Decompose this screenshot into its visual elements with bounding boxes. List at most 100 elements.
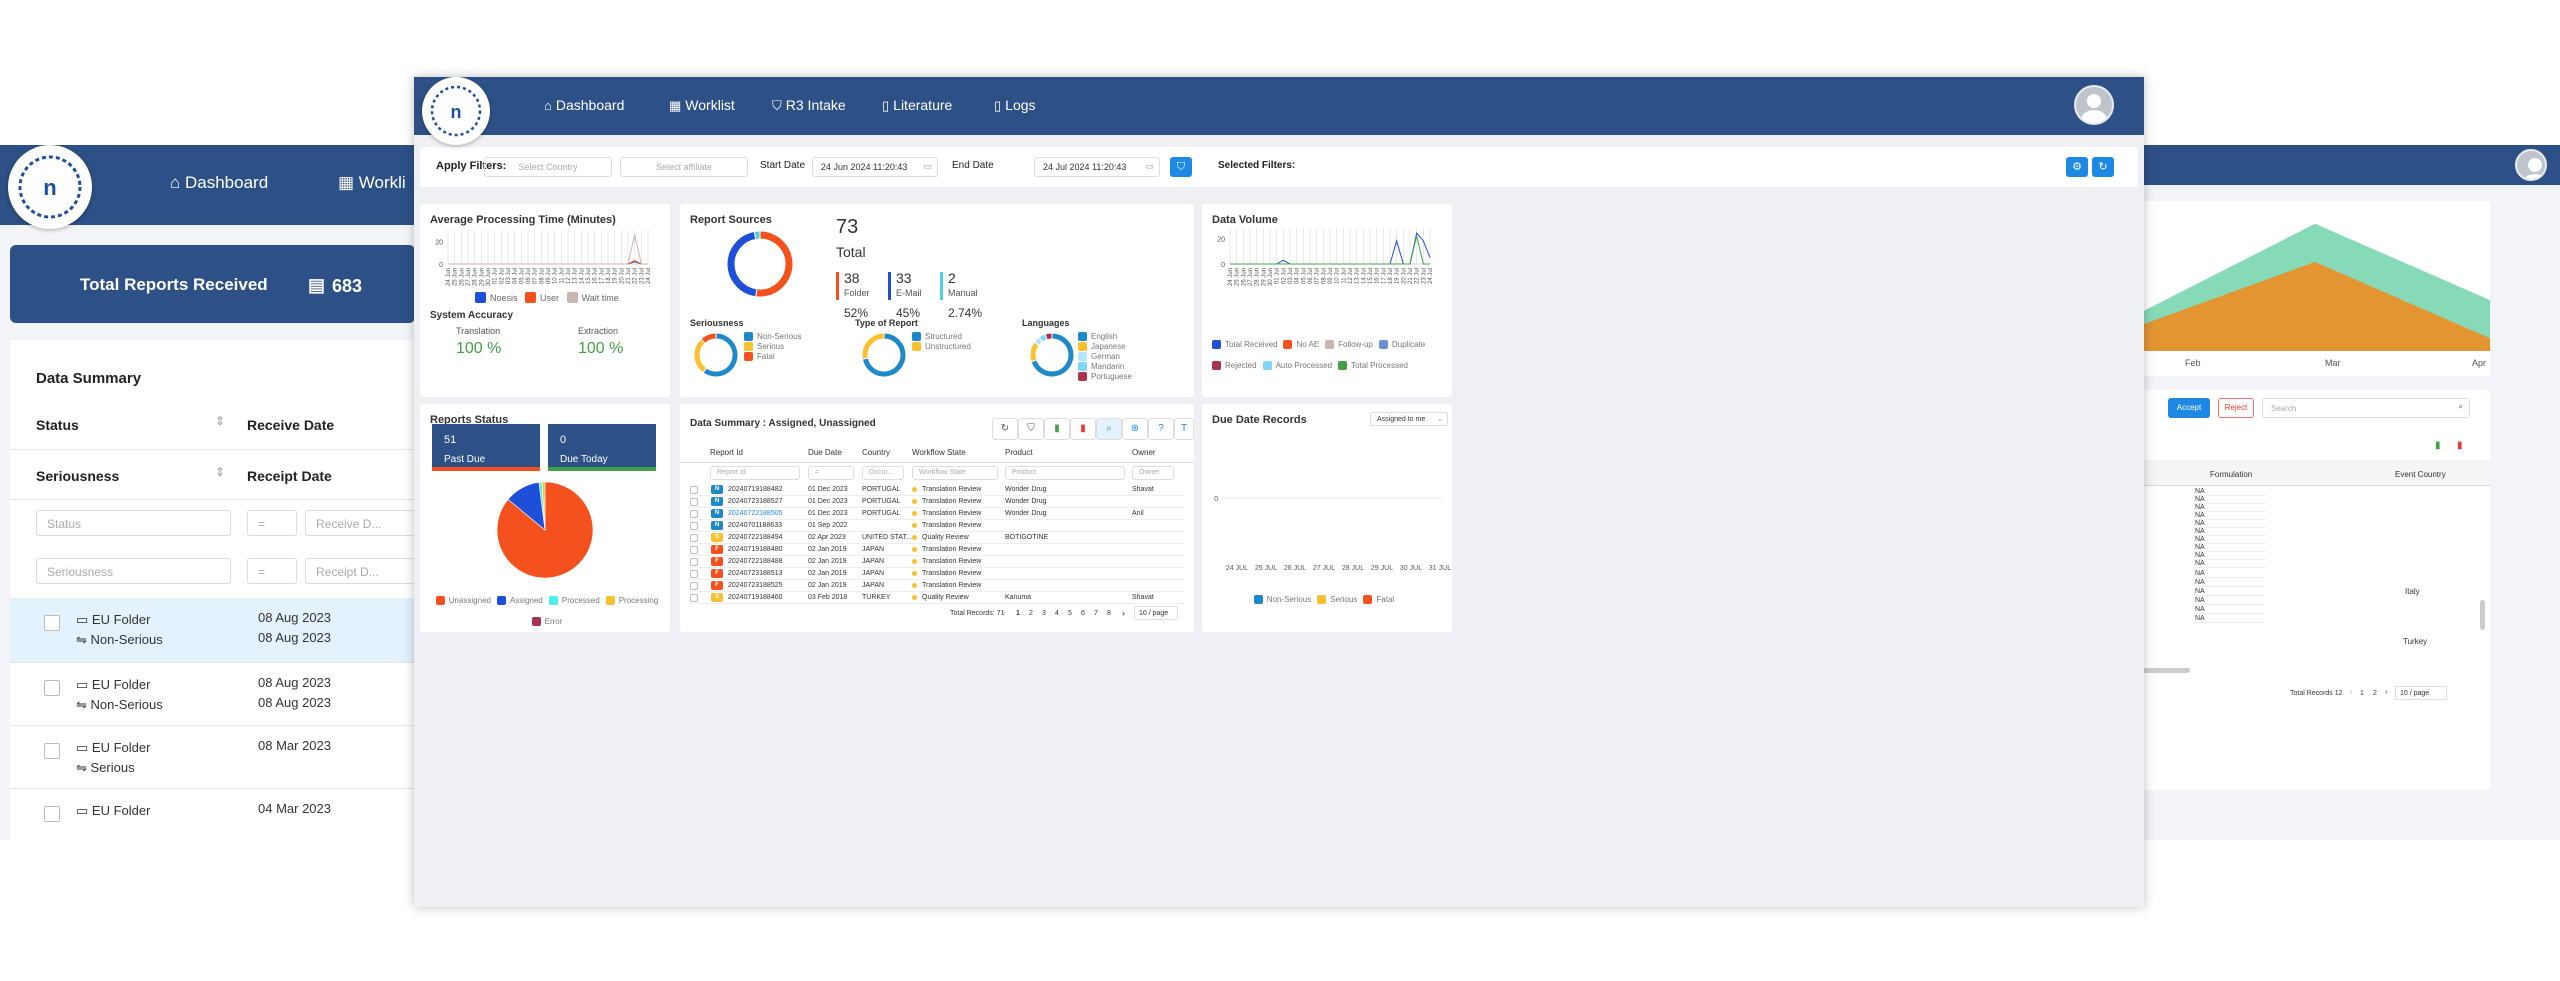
seriousness-filter-input[interactable]: Seriousness (36, 558, 231, 584)
report-id[interactable]: 20240719188460 (728, 594, 783, 601)
page-6[interactable]: 6 (1081, 610, 1085, 617)
table-row[interactable]: N 20240719188482 01 Dec 2023 PORTUGAL Transl… (690, 484, 1184, 496)
nav-dashboard[interactable]: ⌂ Dashboard (544, 97, 625, 113)
legend-english[interactable]: English (1078, 332, 1168, 341)
row-checkbox[interactable] (44, 615, 60, 631)
search-input[interactable]: Search ⌕ (2262, 398, 2470, 418)
column-receive-date[interactable]: Receive Date (247, 417, 335, 433)
column-receipt-date[interactable]: Receipt Date (247, 468, 332, 484)
table-row[interactable]: S 20240719188460 03 Feb 2018 TURKEY Quality … (690, 592, 1184, 604)
excel-export-button[interactable]: ▮ (1044, 418, 1070, 440)
legend-serious[interactable]: Serious (744, 342, 824, 351)
vertical-scrollbar[interactable] (2480, 600, 2485, 630)
nav-literature[interactable]: ▯ Literature (882, 97, 953, 113)
nav-worklist[interactable]: ▦ Worklist (669, 97, 735, 113)
legend-portuguese[interactable]: Portuguese (1078, 372, 1168, 381)
horizontal-scrollbar[interactable] (2140, 668, 2190, 673)
product-filter[interactable]: Product (1005, 466, 1125, 480)
help-button[interactable]: ? (1148, 418, 1174, 440)
row-checkbox[interactable] (690, 558, 698, 566)
report-id[interactable]: 20240723188513 (728, 570, 783, 577)
slice-manual[interactable] (753, 230, 761, 240)
slice-unstructured[interactable] (861, 332, 885, 360)
table-row[interactable]: F 20240722188488 02 Jan 2019 JAPAN Translati… (690, 556, 1184, 568)
settings-button[interactable]: ⚙ (2066, 157, 2088, 177)
receipt-date-filter[interactable]: Receipt D... (305, 558, 415, 584)
end-date-input[interactable]: 24 Jul 2024 11:20:43 ▭ (1034, 157, 1160, 177)
series-line-total-processed[interactable] (1230, 235, 1430, 265)
due-date-filter[interactable]: = (808, 466, 854, 480)
legend-german[interactable]: German (1078, 352, 1168, 361)
column-country[interactable]: Country (862, 448, 891, 457)
report-id[interactable]: 20240722188505 (728, 510, 783, 517)
series-line-wait-time[interactable] (448, 234, 648, 265)
row-checkbox[interactable] (690, 486, 698, 494)
legend-mandarin[interactable]: Mandarin (1078, 362, 1168, 371)
slice-serious[interactable] (693, 338, 708, 374)
page-2[interactable]: 2 (2373, 690, 2377, 697)
owner-filter[interactable]: Owner (1132, 466, 1174, 480)
table-row[interactable]: F 20240723188513 02 Jan 2019 JAPAN Translati… (690, 568, 1184, 580)
receive-op-select[interactable]: = (247, 510, 297, 536)
legend-processed[interactable]: Processed (548, 596, 600, 605)
reject-button[interactable]: Reject (2218, 398, 2254, 418)
per-page-select[interactable]: 10 / page (1134, 606, 1178, 620)
table-row[interactable]: ▭ EU Folder ⇋ Non-Serious 08 Aug 2023 08… (10, 598, 415, 663)
excel-export-icon[interactable]: ▮ (2435, 440, 2441, 451)
row-checkbox[interactable] (690, 522, 698, 530)
legend-fatal[interactable]: Fatal (1363, 595, 1394, 604)
legend-error[interactable]: Error (531, 617, 562, 626)
refresh-button[interactable]: ↻ (992, 418, 1018, 440)
start-date-input[interactable]: 24 Jun 2024 11:20:43 ▭ (812, 157, 938, 177)
slice-folder[interactable] (755, 230, 794, 298)
slice-fatal[interactable] (700, 332, 717, 345)
column-due-date[interactable]: Due Date (808, 448, 842, 457)
next-page[interactable]: › (2385, 689, 2388, 696)
report-id[interactable]: 20240722188494 (728, 534, 783, 541)
filter-button[interactable]: ⛉ (1018, 418, 1044, 440)
row-checkbox[interactable] (690, 534, 698, 542)
page-1[interactable]: 1 (2360, 690, 2364, 697)
apply-filter-button[interactable]: ⛉ (1170, 157, 1192, 177)
page-7[interactable]: 7 (1094, 610, 1098, 617)
nav-logs[interactable]: ▯ Logs (994, 97, 1036, 113)
legend-no-ae[interactable]: No AE (1283, 340, 1319, 349)
legend-fatal[interactable]: Fatal (744, 352, 824, 361)
table-row[interactable]: F 20240719188480 02 Jan 2019 JAPAN Translati… (690, 544, 1184, 556)
table-row[interactable]: S 20240722188494 02 Apr 2023 UNITED STAT...… (690, 532, 1184, 544)
left-nav-dashboard[interactable]: ⌂ Dashboard (170, 173, 269, 192)
report-id-filter[interactable]: Report Id (710, 466, 800, 480)
column-owner[interactable]: Owner (1132, 448, 1156, 457)
legend-structured[interactable]: Structured (912, 332, 1002, 341)
row-checkbox[interactable] (44, 743, 60, 759)
page-8[interactable]: 8 (1107, 610, 1111, 617)
affiliate-select[interactable]: Select affiliate (620, 157, 748, 177)
report-id[interactable]: 20240719188482 (728, 486, 783, 493)
row-checkbox[interactable] (690, 582, 698, 590)
user-avatar[interactable] (2515, 149, 2547, 181)
receive-date-filter[interactable]: Receive D... (305, 510, 415, 536)
row-checkbox[interactable] (690, 510, 698, 518)
user-avatar[interactable] (2074, 85, 2114, 125)
row-checkbox[interactable] (690, 498, 698, 506)
legend-total-processed[interactable]: Total Processed (1338, 361, 1408, 370)
legend-follow-up[interactable]: Follow-up (1325, 340, 1373, 349)
text-size-button[interactable]: T (1174, 418, 1194, 440)
accept-button[interactable]: Accept (2168, 398, 2210, 418)
column-report-id[interactable]: Report Id (710, 448, 743, 457)
legend-assigned[interactable]: Assigned (496, 596, 543, 605)
legend-japanese[interactable]: Japanese (1078, 342, 1168, 351)
legend-duplicate[interactable]: Duplicate (1378, 340, 1425, 349)
report-id[interactable]: 20240719188480 (728, 546, 783, 553)
app-logo[interactable]: n (422, 77, 490, 145)
left-nav-worklist[interactable]: ▦ Workli (338, 173, 406, 192)
column-seriousness[interactable]: Seriousness (36, 468, 120, 484)
add-button[interactable]: ⊕ (1122, 418, 1148, 440)
past-due-tile[interactable]: 51 Past Due (432, 424, 540, 471)
report-id[interactable]: 20240723188525 (728, 582, 783, 589)
table-row[interactable]: N 20240722188505 01 Dec 2023 PORTUGAL Transl… (690, 508, 1184, 520)
table-row[interactable]: ▭ EU Folder ⇋ Serious 08 Mar 2023 (10, 726, 415, 789)
page-4[interactable]: 4 (1055, 610, 1059, 617)
row-checkbox[interactable] (44, 806, 60, 822)
legend-processing[interactable]: Processing (605, 596, 658, 605)
